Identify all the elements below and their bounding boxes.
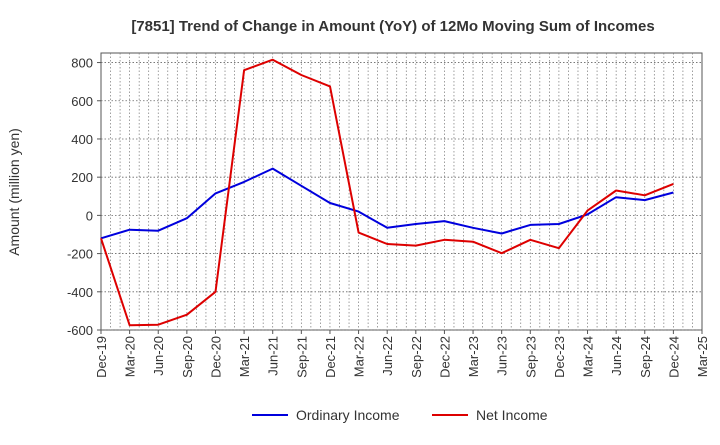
series-line-ordinary-income	[100, 167, 674, 240]
x-tick-label: Jun-23	[495, 336, 510, 376]
x-tick-label: Jun-20	[151, 336, 166, 376]
y-tick-label: 200	[71, 170, 93, 185]
legend: Ordinary Income Net Income	[252, 407, 548, 423]
series-lines	[100, 58, 674, 327]
x-tick-label: Sep-22	[409, 336, 424, 378]
x-tick-label: Sep-20	[180, 336, 195, 378]
x-tick-label: Mar-24	[581, 336, 596, 377]
x-tick-label: Sep-23	[523, 336, 538, 378]
x-tick-label: Dec-24	[666, 336, 681, 378]
x-tick-label: Dec-20	[208, 336, 223, 378]
y-tick-label: 600	[71, 94, 93, 109]
x-tick-label: Dec-22	[437, 336, 452, 378]
legend-label: Ordinary Income	[296, 407, 400, 423]
x-tick-label: Mar-20	[123, 336, 138, 377]
y-tick-label: -200	[67, 247, 93, 262]
legend-label: Net Income	[476, 407, 548, 423]
y-axis-label: Amount (million yen)	[6, 128, 22, 256]
y-axis-ticks: -600 -400 -200 0 200 400 600 800	[67, 56, 101, 338]
x-tick-label: Jun-22	[380, 336, 395, 376]
chart-title: [7851] Trend of Change in Amount (YoY) o…	[131, 18, 654, 35]
x-tick-label: Sep-21	[294, 336, 309, 378]
plot-frame	[100, 52, 703, 331]
grid-lines	[101, 53, 702, 331]
x-tick-label: Dec-21	[323, 336, 338, 378]
x-tick-label: Mar-21	[237, 336, 252, 377]
x-tick-label: Jun-21	[266, 336, 281, 376]
x-tick-label: Mar-25	[695, 336, 710, 377]
x-tick-label: Mar-22	[352, 336, 367, 377]
plot-area	[100, 52, 703, 331]
x-tick-label: Dec-23	[552, 336, 567, 378]
series-line-net-income	[100, 58, 674, 327]
x-tick-label: Sep-24	[638, 336, 653, 378]
y-tick-label: 400	[71, 132, 93, 147]
y-tick-label: 0	[86, 208, 93, 223]
x-tick-label: Mar-23	[466, 336, 481, 377]
x-tick-label: Jun-24	[609, 336, 624, 376]
y-tick-label: 800	[71, 56, 93, 71]
y-tick-label: -400	[67, 285, 93, 300]
y-tick-label: -600	[67, 323, 93, 338]
x-axis-ticks: Dec-19 Mar-20 Jun-20 Sep-20 Dec-20 Mar-21 Jun-…	[94, 330, 710, 378]
x-tick-label: Dec-19	[94, 336, 109, 378]
